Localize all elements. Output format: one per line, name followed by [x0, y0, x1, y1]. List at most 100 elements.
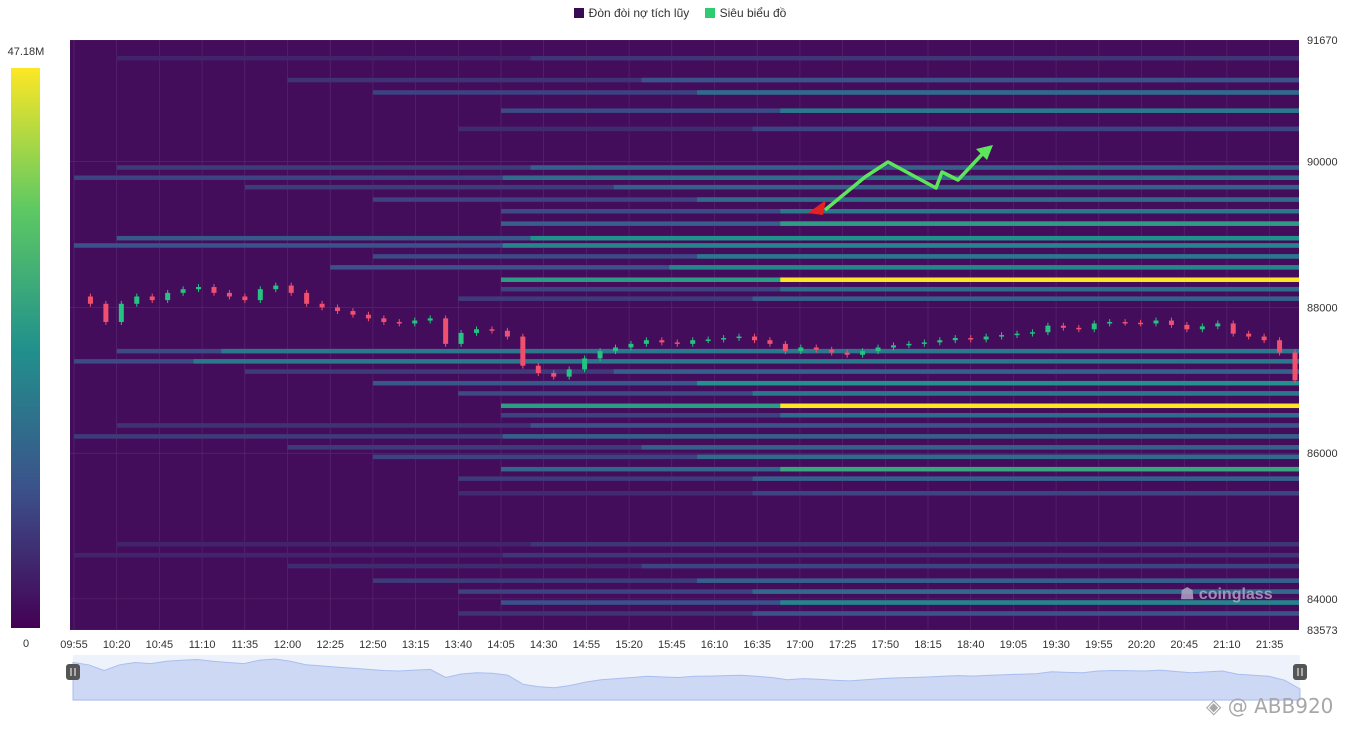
- x-tick-label: 18:40: [957, 639, 985, 651]
- candle-body: [427, 318, 433, 321]
- liquidation-band: [780, 108, 1299, 113]
- x-tick-label: 18:15: [914, 639, 942, 651]
- x-tick-label: 20:20: [1128, 639, 1156, 651]
- x-tick-label: 15:45: [658, 639, 686, 651]
- candle-body: [628, 343, 634, 348]
- liquidation-band: [752, 126, 1299, 132]
- liquidation-band: [530, 55, 1299, 61]
- candle-body: [1215, 323, 1221, 327]
- candle-body: [242, 296, 248, 301]
- candle-body: [180, 289, 186, 293]
- candle-body: [1076, 327, 1082, 330]
- candle-body: [705, 339, 711, 341]
- x-tick-label: 12:25: [316, 639, 344, 651]
- candle-body: [1107, 321, 1113, 324]
- binance-watermark-text: @ ABB920: [1227, 694, 1334, 718]
- legend-swatch-liquidation: [573, 8, 584, 18]
- candle-body: [1199, 326, 1205, 330]
- x-tick-label: 10:20: [103, 639, 131, 651]
- annotation-arrows: [808, 145, 993, 215]
- candle-body: [1091, 323, 1097, 330]
- x-tick-label: 14:05: [487, 639, 515, 651]
- colorbar-min-label: 0: [23, 638, 29, 650]
- x-tick-label: 13:40: [445, 639, 473, 651]
- candle-body: [319, 303, 325, 308]
- x-axis-ticks: 09:55 10:20 10:45 11:10 11:35 12:00 12:25 12:50…: [60, 639, 1283, 651]
- candle-body: [149, 296, 155, 301]
- chart-legend: Đòn đòi nợ tích lũy Siêu biểu đồ: [0, 6, 1360, 21]
- candle-body: [813, 347, 819, 350]
- candle-body: [350, 311, 356, 315]
- liquidation-band: [697, 90, 1299, 95]
- legend-item-supercharts[interactable]: Siêu biểu đồ: [704, 6, 787, 20]
- candle-body: [921, 342, 927, 344]
- candle-body: [165, 292, 171, 301]
- liquidation-band: [780, 413, 1299, 418]
- colorbar: [11, 68, 40, 628]
- candle-body: [1029, 332, 1035, 334]
- up-arrow-path: [823, 146, 990, 212]
- legend-label-supercharts: Siêu biểu đồ: [719, 6, 787, 20]
- candle-body: [1153, 320, 1159, 324]
- y-tick-label: 84000: [1307, 594, 1338, 606]
- x-tick-label: 20:45: [1170, 639, 1198, 651]
- navigator-right-handle[interactable]: [1293, 664, 1307, 680]
- liquidation-band: [613, 369, 1299, 374]
- candle-body: [952, 338, 958, 341]
- navigator-left-handle[interactable]: [66, 664, 80, 680]
- price-candles: [87, 282, 1298, 384]
- liquidation-band: [697, 578, 1299, 583]
- legend-item-liquidation[interactable]: Đòn đòi nợ tích lũy: [573, 6, 690, 20]
- y-tick-label: 91670: [1307, 35, 1338, 47]
- candle-body: [288, 285, 294, 293]
- liquidation-band: [697, 454, 1299, 460]
- legend-swatch-supercharts: [704, 8, 715, 18]
- candle-body: [751, 336, 757, 341]
- candle-body: [906, 343, 912, 346]
- candle-body: [520, 336, 526, 366]
- x-tick-label: 13:15: [402, 639, 430, 651]
- down-arrow-head-icon: [808, 200, 826, 215]
- candle-body: [1292, 352, 1298, 381]
- candle-body: [1045, 325, 1051, 333]
- y-tick-label: 86000: [1307, 448, 1338, 460]
- candle-body: [273, 285, 279, 290]
- liquidation-band: [780, 277, 1299, 282]
- liquidation-band: [780, 466, 1299, 472]
- candle-body: [890, 345, 896, 348]
- candle-body: [674, 342, 680, 344]
- candle-body: [474, 329, 480, 333]
- y-axis-ticks: 91670 90000 88000 86000 84000 83573: [1307, 35, 1338, 637]
- y-tick-label: 83573: [1307, 625, 1338, 637]
- candle-body: [1261, 336, 1267, 341]
- candle-body: [721, 338, 727, 340]
- candle-body: [1014, 333, 1020, 336]
- liquidation-band: [780, 208, 1299, 214]
- legend-label-liquidation: Đòn đòi nợ tích lũy: [588, 6, 690, 20]
- x-tick-label: 14:55: [573, 639, 601, 651]
- liquidation-band: [697, 197, 1299, 202]
- liquidation-band: [502, 243, 1299, 248]
- liquidation-band: [530, 541, 1299, 547]
- candle-body: [1122, 321, 1128, 324]
- x-tick-label: 17:25: [829, 639, 857, 651]
- liquidation-band: [221, 348, 1299, 354]
- liquidation-band: [780, 286, 1299, 292]
- liquidation-band: [193, 359, 1299, 364]
- candle-body: [381, 318, 387, 322]
- candle-body: [597, 351, 603, 359]
- x-tick-label: 21:35: [1256, 639, 1284, 651]
- candle-body: [690, 340, 696, 344]
- candle-body: [782, 343, 788, 352]
- liquidation-band: [530, 165, 1299, 170]
- candle-body: [875, 347, 881, 352]
- liquidation-bands: [74, 55, 1299, 616]
- candle-body: [1277, 340, 1283, 353]
- x-tick-label: 12:50: [359, 639, 387, 651]
- liquidation-band: [752, 589, 1299, 594]
- candle-body: [1060, 325, 1066, 328]
- candle-body: [968, 338, 974, 340]
- candle-body: [103, 303, 109, 322]
- liquidation-band: [502, 552, 1299, 558]
